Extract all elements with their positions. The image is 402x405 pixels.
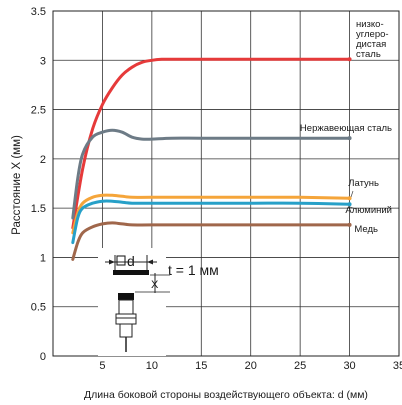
series-line (71, 128, 352, 220)
x-tick-label: 15 (195, 360, 207, 372)
x-tick-label: 35 (393, 360, 402, 372)
series-label: Нержавеющая сталь (300, 123, 392, 134)
sensor-head (118, 293, 134, 300)
series-labels: низко-углеро-дистая сталь Нержавеющая стал… (300, 19, 392, 235)
y-axis-label: Расстояние X (мм) (11, 135, 23, 235)
series-label: низко-углеро-дистая сталь (356, 19, 389, 60)
series-label: Алюминий (345, 205, 392, 216)
series-line (71, 57, 352, 230)
d-arrow-right (147, 259, 153, 265)
series-label: Медь (354, 224, 378, 235)
sensor-stem (119, 323, 133, 338)
d-arrow-left (109, 259, 115, 265)
sensor-nut-lower (115, 317, 137, 325)
x-dim-label: X (151, 279, 159, 291)
thickness-annotation: t = 1 мм (168, 262, 219, 278)
y-tick-label: 0 (40, 351, 46, 363)
x-tick-label: 5 (99, 360, 105, 372)
label-leader (349, 206, 357, 210)
series-line (71, 221, 352, 261)
series-end-marker (347, 222, 352, 227)
sensor-diagram: d X t = 1 мм (98, 248, 219, 356)
d-square-symbol (116, 255, 126, 266)
series-lines (71, 57, 352, 261)
y-tick-label: 0.5 (31, 302, 46, 314)
x-axis-label: Длина боковой стороны воздействующего об… (84, 389, 368, 401)
y-tick-label: 1 (40, 252, 46, 264)
series-end-marker (347, 202, 352, 207)
y-tick-label: 3 (40, 55, 46, 67)
x-tick-label: 25 (294, 360, 306, 372)
label-leader (350, 190, 354, 198)
series-end-marker (347, 57, 352, 62)
axis-ticks: 5 10 15 20 25 30 35 0 0.5 1 1.5 2 2.5 3 3.5 (31, 6, 402, 372)
plot-frame (52, 10, 400, 357)
y-tick-label: 2.5 (31, 105, 46, 117)
y-tick-label: 3.5 (31, 6, 46, 18)
series-end-marker (347, 136, 352, 141)
x-tick-label: 30 (343, 360, 355, 372)
series-label: Латунь (348, 178, 379, 189)
series-line (71, 193, 352, 235)
x-tick-label: 20 (245, 360, 257, 372)
x-tick-label: 10 (146, 360, 158, 372)
target-plate (113, 270, 149, 275)
y-tick-label: 2 (40, 154, 46, 166)
y-tick-label: 1.5 (31, 203, 46, 215)
series-end-marker (347, 196, 352, 201)
series-line (71, 199, 352, 245)
sensor-nut-upper (115, 313, 137, 319)
d-dim-label: d (127, 253, 135, 269)
sensor-body (118, 299, 134, 315)
